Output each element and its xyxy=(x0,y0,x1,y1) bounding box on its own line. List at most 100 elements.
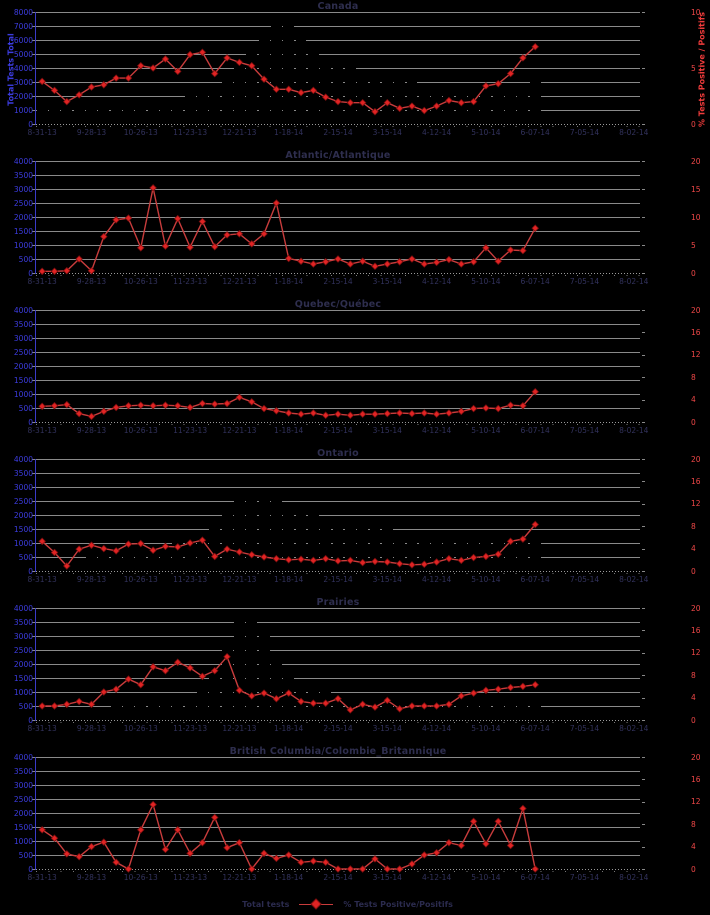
y-axis-tick-label-right: 4 xyxy=(691,842,696,852)
line-marker-diamond xyxy=(161,845,170,854)
line-marker-diamond xyxy=(408,409,416,418)
y-axis-line xyxy=(35,757,36,870)
line-marker-diamond xyxy=(100,232,108,241)
line-marker-diamond xyxy=(50,702,59,710)
line-marker-diamond xyxy=(383,696,392,705)
total-tests-bar xyxy=(369,862,381,869)
total-tests-bar xyxy=(258,857,270,869)
line-marker-diamond xyxy=(137,539,145,548)
pct-positive-line xyxy=(38,520,539,570)
y-axis-tick xyxy=(32,855,35,856)
x-axis-date-label: 3-15-14 xyxy=(372,575,402,584)
line-marker-diamond xyxy=(321,554,330,563)
line-marker-diamond xyxy=(284,85,293,94)
line-marker-diamond xyxy=(371,262,379,271)
line-marker-diamond xyxy=(260,404,268,413)
y-axis-tick-label: 500 xyxy=(18,254,33,264)
line-marker-diamond xyxy=(75,852,83,861)
y-axis-tick-label: 0 xyxy=(28,119,33,129)
line-marker-diamond xyxy=(457,692,466,700)
y-axis-tick-label-right: 8 xyxy=(691,372,696,382)
y-axis-tick-right xyxy=(642,68,645,69)
y-axis-tick-right xyxy=(642,245,645,246)
line-marker-diamond xyxy=(173,214,182,223)
line-marker-diamond xyxy=(457,260,466,268)
total-tests-bar xyxy=(110,270,122,273)
y-axis-tick xyxy=(32,757,35,758)
total-tests-bar xyxy=(529,82,541,124)
y-axis-tick-label: 4000 xyxy=(13,603,33,613)
total-tests-bar xyxy=(246,856,258,869)
line-marker-diamond xyxy=(531,865,539,873)
y-axis-tick-label-right: 8 xyxy=(691,819,696,829)
total-tests-bar xyxy=(36,416,48,422)
y-axis-tick-label: 1500 xyxy=(13,822,33,832)
y-axis-tick xyxy=(32,352,35,353)
y-axis-tick-right xyxy=(642,459,645,460)
line-marker-diamond xyxy=(198,838,207,847)
total-tests-bar xyxy=(61,108,73,124)
y-axis-tick-label: 0 xyxy=(28,268,33,278)
y-axis-tick xyxy=(32,608,35,609)
line-marker-diamond xyxy=(284,556,293,564)
line-marker-diamond xyxy=(420,260,429,268)
total-tests-bar xyxy=(221,410,233,422)
y-axis-tick xyxy=(32,664,35,665)
line-marker-diamond xyxy=(346,98,355,107)
x-axis-date-label: 10-26-13 xyxy=(123,426,158,435)
total-tests-bar xyxy=(135,415,147,422)
total-tests-bar xyxy=(122,552,134,571)
y-axis-tick-label: 500 xyxy=(18,552,33,562)
line-marker-diamond xyxy=(346,411,355,420)
y-axis-tick-label-right: 8 xyxy=(691,670,696,680)
total-tests-bar xyxy=(98,555,110,571)
gridline xyxy=(36,245,640,246)
line-marker-diamond xyxy=(50,86,59,95)
x-axis-date-label: 1-18-14 xyxy=(274,128,304,137)
y-axis-tick-right xyxy=(642,697,645,699)
line-marker-diamond xyxy=(321,258,330,266)
x-axis-date-label: 7-05-14 xyxy=(569,724,600,733)
y-axis-line xyxy=(35,161,36,274)
total-tests-bar xyxy=(73,864,85,869)
line-marker-diamond xyxy=(186,539,194,547)
total-tests-bar xyxy=(492,269,504,273)
line-marker-diamond xyxy=(358,865,367,873)
total-tests-bar xyxy=(369,527,381,571)
line-marker-diamond xyxy=(358,700,367,709)
x-axis-date-label: 10-26-13 xyxy=(123,873,158,882)
line-marker-diamond xyxy=(149,663,157,671)
y-axis-tick-label: 0 xyxy=(28,566,33,576)
chart-title: Canada xyxy=(317,1,359,12)
y-axis-tick-label: 1000 xyxy=(13,836,33,846)
total-tests-bar xyxy=(443,537,455,571)
line-marker-diamond xyxy=(469,97,478,106)
total-tests-bar xyxy=(172,696,184,720)
line-marker-diamond xyxy=(469,817,478,826)
line-marker-diamond xyxy=(137,61,145,70)
total-tests-bar xyxy=(49,558,60,571)
y-axis-tick-label: 1500 xyxy=(13,375,33,385)
total-tests-bar xyxy=(517,862,529,869)
y-axis-tick xyxy=(32,771,35,772)
x-axis-date-label: 4-12-14 xyxy=(421,128,452,137)
y-axis-tick-label-right: 0 xyxy=(691,119,696,129)
x-axis-date-label: 3-15-14 xyxy=(372,873,402,882)
total-tests-bar xyxy=(443,86,455,124)
line-marker-diamond xyxy=(432,410,441,418)
line-marker-diamond xyxy=(186,403,194,412)
line-marker-diamond xyxy=(395,258,404,266)
line-marker-diamond xyxy=(469,689,478,697)
line-marker-diamond xyxy=(531,520,539,529)
total-tests-bar xyxy=(209,858,221,869)
y-axis-tick xyxy=(32,366,35,367)
total-tests-bar xyxy=(480,86,492,124)
x-axis-date-label: 8-31-13 xyxy=(27,724,57,733)
total-tests-bar xyxy=(258,636,270,720)
x-axis-date-label: 12-21-13 xyxy=(222,277,257,286)
line-marker-diamond xyxy=(309,699,318,707)
line-marker-diamond xyxy=(432,848,441,857)
y-axis-tick-label-right: 0 xyxy=(691,715,696,725)
gridline xyxy=(36,799,640,800)
x-axis-date-label: 8-31-13 xyxy=(27,277,57,286)
